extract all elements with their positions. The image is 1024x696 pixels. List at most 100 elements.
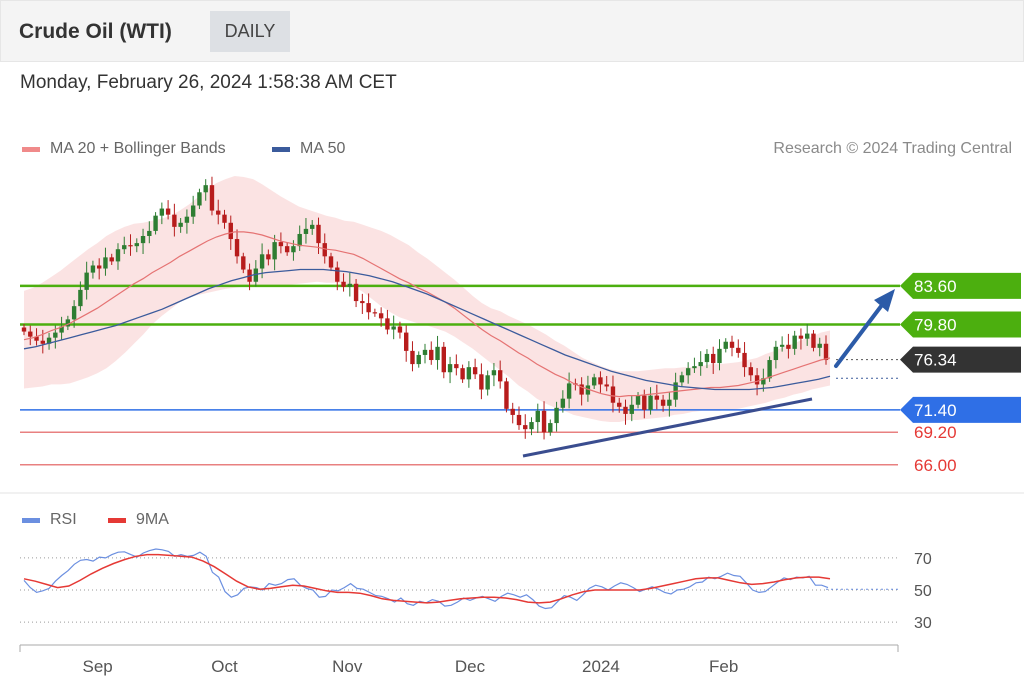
- candle-body: [197, 192, 202, 206]
- candle-body: [310, 224, 315, 229]
- candle-body: [71, 306, 77, 320]
- candle-body: [422, 349, 428, 355]
- candle-body: [692, 366, 697, 369]
- candle-body: [460, 368, 465, 380]
- candle-body: [516, 414, 522, 426]
- candle-body: [623, 406, 628, 414]
- candle-body: [736, 347, 741, 353]
- candle-body: [341, 281, 346, 287]
- candle-body: [96, 265, 102, 269]
- candle-body: [579, 384, 584, 395]
- candle-body: [266, 254, 271, 260]
- candle-body: [479, 374, 484, 390]
- candle-body: [122, 245, 127, 250]
- candle-body: [748, 367, 754, 376]
- candle-body: [59, 326, 64, 333]
- x-tick-label: Oct: [211, 657, 238, 676]
- candle-body: [679, 375, 685, 383]
- candle-body: [767, 360, 772, 379]
- candle-body: [147, 230, 152, 236]
- candle-body: [805, 333, 810, 339]
- ma20-line: [23, 231, 831, 398]
- candle-body: [811, 333, 816, 348]
- trendline: [522, 397, 813, 458]
- candle-body: [46, 337, 52, 344]
- candle-body: [328, 256, 334, 268]
- candle-body: [228, 222, 233, 240]
- candle-body: [360, 301, 365, 304]
- candle-body: [153, 215, 158, 231]
- candle-body: [335, 267, 340, 282]
- candle-body: [203, 185, 208, 193]
- level-label: 79.80: [914, 315, 957, 334]
- rsi-panel: 70 50 30: [20, 548, 932, 632]
- rsi-swatch: [22, 517, 40, 523]
- candle-body: [598, 377, 603, 385]
- datetime-stamp: Monday, February 26, 2024 1:58:38 AM CET: [20, 72, 397, 93]
- candle-body: [53, 332, 58, 338]
- legend-item-ma20: MA 20 + Bollinger Bands: [22, 140, 226, 158]
- candle-body: [404, 332, 409, 351]
- candle-body: [660, 399, 666, 406]
- candle-body: [723, 341, 728, 349]
- level-tag: [900, 272, 1021, 299]
- candle-body: [754, 375, 760, 385]
- candle-body: [435, 346, 440, 361]
- candle-body: [485, 375, 490, 390]
- level-label: 71.40: [914, 401, 957, 420]
- level-tag: [900, 346, 1021, 373]
- candle-body: [523, 425, 528, 430]
- candle-body: [566, 383, 572, 399]
- candle-body: [779, 344, 785, 347]
- candle-body: [610, 386, 616, 403]
- candle-body: [316, 224, 321, 244]
- candle-body: [385, 318, 390, 330]
- header-bar: Crude Oil (WTI) DAILY: [0, 0, 1024, 62]
- candle-body: [90, 265, 96, 273]
- level-label: 69.20: [914, 423, 957, 442]
- candle-body: [454, 364, 459, 369]
- legend-label-rsi: RSI: [50, 511, 77, 528]
- candle-body: [591, 377, 597, 386]
- candle-body: [497, 370, 503, 382]
- candle-body: [635, 395, 641, 405]
- candle-body: [259, 254, 265, 269]
- candle-body: [291, 246, 296, 253]
- credit-text: Research © 2024 Trading Central: [773, 140, 1012, 157]
- candle-body: [504, 381, 509, 409]
- candle-body: [115, 249, 121, 262]
- candle-body: [447, 364, 453, 373]
- x-axis: Sep Oct Nov Dec 2024 Feb: [19, 644, 899, 676]
- candle-body: [441, 346, 446, 373]
- candle-body: [278, 242, 284, 247]
- candle-body: [729, 341, 735, 348]
- candle-body: [510, 408, 515, 415]
- candle-body: [128, 245, 133, 247]
- candle-body: [604, 384, 609, 387]
- candle-body: [184, 216, 190, 223]
- rsi-tick-label: 30: [914, 615, 932, 632]
- level-label: 76.34: [914, 351, 957, 370]
- candle-body: [272, 242, 277, 260]
- legend-item-rsi: RSI: [22, 511, 77, 529]
- candle-body: [761, 378, 766, 385]
- candle-body: [140, 236, 146, 244]
- candle-body: [529, 422, 534, 430]
- level-tag: [900, 396, 1021, 423]
- legend-item-ma50: MA 50: [272, 140, 345, 158]
- rsi-tick-label: 70: [914, 551, 932, 568]
- candle-body: [284, 246, 290, 253]
- candle-body: [617, 402, 622, 407]
- candle-body: [786, 344, 791, 349]
- bollinger-band: [24, 176, 830, 422]
- candle-body: [190, 205, 196, 217]
- legend-item-rsi-ma: 9MA: [108, 511, 169, 529]
- candle-body: [21, 327, 27, 332]
- candle-body: [297, 233, 302, 247]
- level-tag: [900, 311, 1021, 338]
- candle-body: [648, 395, 653, 410]
- annotations: [522, 289, 895, 458]
- candle-body: [322, 243, 327, 257]
- timeframe-badge[interactable]: DAILY: [210, 11, 290, 52]
